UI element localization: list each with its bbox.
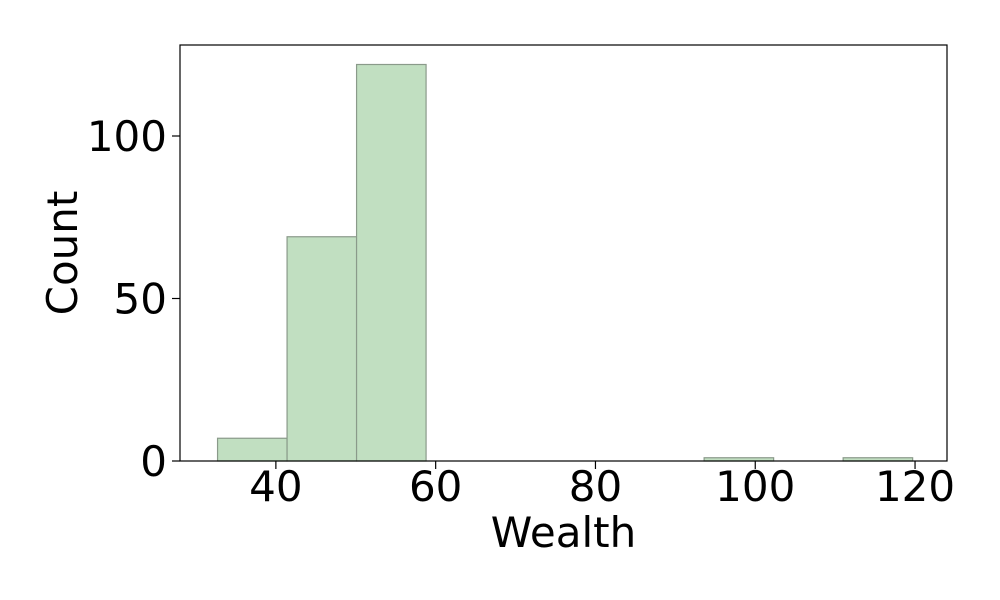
plot-frame: [179, 44, 948, 462]
x-tick-label: 40: [249, 462, 302, 511]
x-tick-label: 120: [875, 462, 955, 511]
x-axis-label: Wealth: [491, 508, 636, 557]
x-tick-label: 60: [409, 462, 462, 511]
y-axis-label: Count: [38, 191, 87, 316]
histogram-bars: [216, 63, 914, 462]
x-axis-ticks: 40 60 80 100 120: [249, 461, 955, 511]
histogram-bar-1: [286, 236, 358, 462]
histogram-bar-0: [216, 437, 288, 462]
x-tick-label: 100: [715, 462, 795, 511]
y-tick-label: 100: [87, 112, 167, 161]
y-tick-label: 50: [114, 275, 167, 324]
y-axis-ticks: 0 50 100: [87, 112, 180, 486]
y-tick-label: 0: [140, 437, 167, 486]
x-tick-label: 80: [569, 462, 622, 511]
histogram-bar-2: [355, 63, 427, 462]
